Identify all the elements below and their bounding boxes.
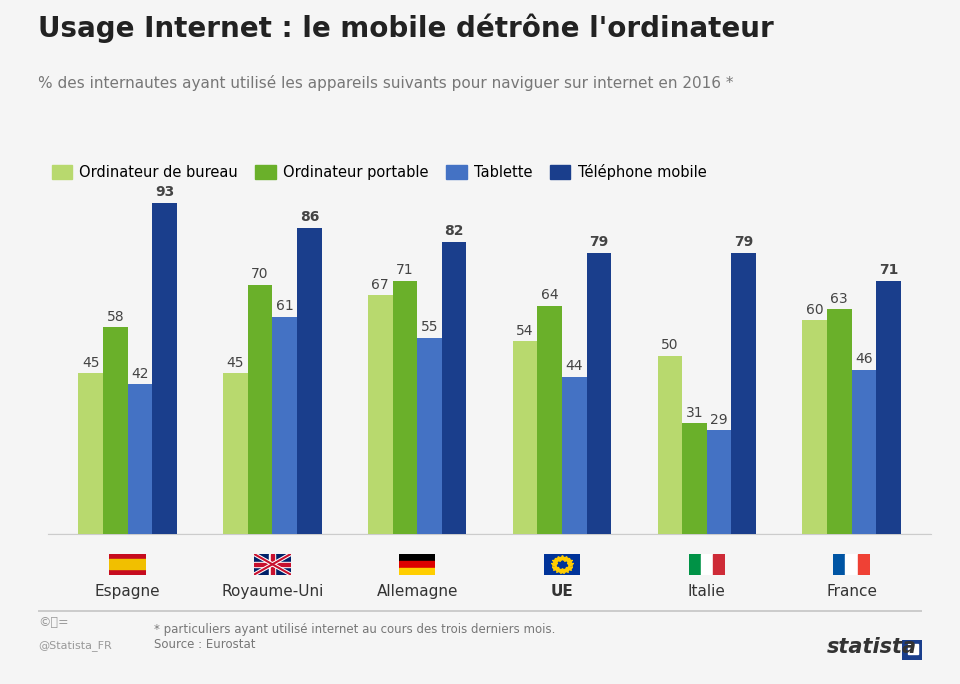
Bar [128, 384, 153, 534]
Text: 58: 58 [107, 310, 124, 324]
Text: 55: 55 [420, 320, 439, 334]
Text: Royaume-Uni: Royaume-Uni [221, 584, 324, 599]
Text: 79: 79 [734, 235, 754, 249]
Bar [827, 309, 852, 534]
Bar [399, 561, 436, 568]
Text: 71: 71 [396, 263, 414, 278]
Text: 44: 44 [565, 360, 583, 373]
Bar [538, 306, 562, 534]
Bar [688, 554, 701, 575]
Bar [271, 554, 275, 575]
Bar [833, 554, 846, 575]
Text: % des internautes ayant utilisé les appareils suivants pour naviguer sur interne: % des internautes ayant utilisé les appa… [38, 75, 733, 91]
Bar [254, 563, 291, 566]
Text: 54: 54 [516, 324, 534, 338]
Text: 67: 67 [372, 278, 389, 291]
Text: 42: 42 [132, 367, 149, 380]
Text: 82: 82 [444, 224, 464, 238]
Text: France: France [826, 584, 877, 599]
Bar [223, 373, 248, 534]
Bar [876, 281, 900, 534]
Bar [297, 228, 322, 534]
Bar [399, 554, 436, 561]
Text: 61: 61 [276, 299, 294, 313]
Bar [270, 554, 276, 575]
Text: 79: 79 [589, 235, 609, 249]
Bar [79, 373, 103, 534]
Bar [852, 370, 876, 534]
Text: Espagne: Espagne [95, 584, 160, 599]
Bar [103, 327, 128, 534]
Bar [109, 560, 146, 569]
Bar [248, 285, 273, 534]
Bar [562, 377, 587, 534]
Text: UE: UE [551, 584, 573, 599]
Bar [713, 554, 725, 575]
Text: ©ⓘ=: ©ⓘ= [38, 616, 69, 629]
Text: 46: 46 [855, 352, 873, 367]
Bar [368, 295, 393, 534]
Bar [393, 281, 418, 534]
Text: Usage Internet : le mobile détrône l'ordinateur: Usage Internet : le mobile détrône l'ord… [38, 14, 774, 43]
Text: 29: 29 [710, 413, 728, 427]
Bar [658, 356, 683, 534]
Text: 31: 31 [685, 406, 704, 420]
Bar [683, 423, 707, 534]
Text: @Statista_FR: @Statista_FR [38, 640, 112, 651]
Text: 93: 93 [155, 185, 174, 199]
Text: 45: 45 [82, 356, 100, 370]
Text: Italie: Italie [688, 584, 726, 599]
Bar [846, 554, 857, 575]
Text: 70: 70 [252, 267, 269, 281]
Legend: Ordinateur de bureau, Ordinateur portable, Tablette, Téléphone mobile: Ordinateur de bureau, Ordinateur portabl… [46, 158, 712, 185]
Text: 60: 60 [805, 302, 824, 317]
Bar [701, 554, 713, 575]
Text: 64: 64 [540, 289, 559, 302]
Text: 71: 71 [878, 263, 899, 278]
Bar [857, 554, 870, 575]
Text: Allemagne: Allemagne [376, 584, 458, 599]
Bar [732, 252, 756, 534]
Text: 50: 50 [661, 338, 679, 352]
Bar [399, 568, 436, 575]
Bar [442, 242, 467, 534]
Bar [587, 252, 612, 534]
Bar [908, 644, 918, 654]
Bar [513, 341, 538, 534]
Bar [273, 317, 297, 534]
Text: Source : Eurostat: Source : Eurostat [154, 638, 255, 651]
Bar [418, 338, 442, 534]
Bar [707, 430, 732, 534]
Bar [803, 320, 827, 534]
Text: 45: 45 [227, 356, 244, 370]
Text: 86: 86 [300, 210, 319, 224]
Bar [153, 202, 177, 534]
Text: 63: 63 [830, 292, 848, 306]
Bar [254, 562, 291, 567]
Text: * particuliers ayant utilisé internet au cours des trois derniers mois.: * particuliers ayant utilisé internet au… [154, 622, 555, 635]
Text: statista: statista [827, 637, 917, 657]
